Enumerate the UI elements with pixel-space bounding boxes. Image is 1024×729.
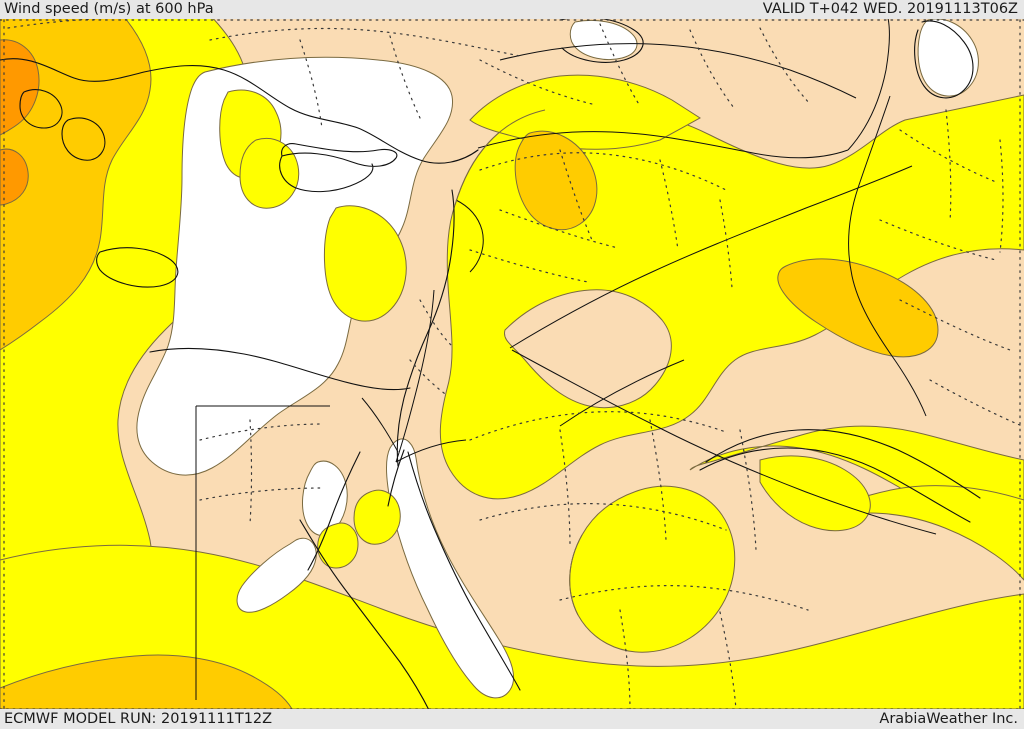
dotted-iraq-b xyxy=(499,209,619,249)
valid-time-label: VALID T+042 WED. 20191113T06Z xyxy=(762,1,1018,17)
border-turkey-east xyxy=(847,17,890,151)
dotted-iraq-f xyxy=(719,199,733,289)
dotted-iraq-a xyxy=(479,152,727,191)
coast-levant xyxy=(396,189,455,467)
dotted-iraq-e xyxy=(659,159,679,251)
dotted-turkey-g xyxy=(759,27,811,105)
yellow-patch-redsea-a xyxy=(353,489,401,545)
country-borders-solid xyxy=(195,17,937,700)
page-title: Wind speed (m/s) at 600 hPa xyxy=(4,1,214,17)
dotted-iran-c xyxy=(899,299,1011,351)
yellow-patch-levant-sea xyxy=(323,205,407,322)
white-mediterranean-pool xyxy=(136,56,454,476)
white-caspian xyxy=(917,18,979,97)
border-israel-jordan xyxy=(395,289,435,463)
border-jordan-saudi xyxy=(511,349,937,535)
contour-outline-layer xyxy=(454,109,583,616)
dotted-turkey-f xyxy=(689,29,735,109)
dotted-saudi-h xyxy=(719,611,737,711)
coast-aegean-islands xyxy=(19,89,63,129)
contour-edge-arabia xyxy=(569,534,583,616)
border-iraq-iran xyxy=(848,95,927,417)
dotted-egypt-b xyxy=(199,487,323,501)
coast-anatolia-south xyxy=(0,58,479,164)
white-red-sea-strip xyxy=(385,438,514,699)
yellow-east-arabia-wedge xyxy=(818,485,1024,581)
dotted-egypt-a xyxy=(199,423,325,441)
coastlines-layer xyxy=(0,16,981,713)
white-sinai xyxy=(302,460,348,537)
border-iraq-saudi xyxy=(559,359,685,427)
coast-aqaba xyxy=(387,449,405,507)
coast-aegean-island-b xyxy=(61,117,106,161)
contour-edge-iraq xyxy=(454,109,546,206)
dotted-turkey-c xyxy=(389,35,421,119)
dotted-turkey-e xyxy=(599,23,641,107)
band-golden-group xyxy=(0,11,939,710)
coast-crete xyxy=(96,247,179,288)
band-orange-group xyxy=(0,39,40,206)
coast-cyprus xyxy=(279,143,398,193)
dotted-saudi-e xyxy=(739,429,757,551)
dotted-levant-b xyxy=(409,359,449,397)
yellow-patch-redsea-b xyxy=(317,522,359,569)
dotted-saudi-b xyxy=(479,503,727,531)
white-suez-arm xyxy=(236,537,317,613)
orange-west-lower xyxy=(0,148,29,206)
yellow-north-syria xyxy=(469,74,701,150)
dotted-iran-a xyxy=(899,129,997,183)
dotted-iraq-d xyxy=(559,149,593,241)
border-jordan-saudi-short xyxy=(395,439,467,463)
dotted-iran-f xyxy=(929,379,1023,427)
dotted-saudi-d xyxy=(649,419,667,541)
band-white-group xyxy=(136,18,979,699)
golden-southwest-band xyxy=(0,654,293,710)
white-blacksea-sliver xyxy=(569,19,638,61)
peach-notch-mesopotamia xyxy=(503,289,672,409)
dotted-iran-b xyxy=(879,219,997,261)
model-run-label: ECMWF MODEL RUN: 20191111T12Z xyxy=(4,711,273,727)
dotted-turkey-d xyxy=(479,59,593,105)
provider-credit: ArabiaWeather Inc. xyxy=(879,711,1018,727)
golden-aegean xyxy=(0,11,152,351)
coast-persian-gulf xyxy=(699,447,971,523)
dotted-iran-e xyxy=(999,139,1004,253)
coast-egypt-north xyxy=(149,347,411,391)
dotted-saudi-a xyxy=(469,411,727,441)
coast-suez xyxy=(307,451,361,571)
dotted-turkey-b xyxy=(299,39,323,129)
footer-bar: ECMWF MODEL RUN: 20191111T12Z ArabiaWeat… xyxy=(0,709,1024,729)
border-egypt-israel xyxy=(361,397,399,453)
dotted-iraq-c xyxy=(469,249,589,283)
coast-redsea-east xyxy=(407,451,521,691)
yellow-patch-anatolia-s xyxy=(239,138,300,209)
yellow-gulf-finger-a xyxy=(759,455,871,532)
border-lebanon-syria xyxy=(455,199,484,273)
dotted-saudi-c xyxy=(559,429,571,549)
border-turkey-north xyxy=(499,43,857,99)
dotted-saudi-f xyxy=(559,585,809,611)
orange-aegean-core xyxy=(0,39,40,136)
golden-core-north-iraq xyxy=(514,130,598,231)
dotted-iran-d xyxy=(945,109,952,223)
dotted-saudi-g xyxy=(619,609,631,711)
border-turkey-south xyxy=(477,131,849,159)
admin-borders-dotted xyxy=(0,16,1024,711)
header-bar: Wind speed (m/s) at 600 hPa VALID T+042 … xyxy=(0,0,1024,19)
dotted-turkey-a xyxy=(209,27,521,57)
coast-persian-gulf-north xyxy=(705,429,981,499)
dotted-egypt-c xyxy=(249,419,253,525)
coast-caspian xyxy=(914,20,974,99)
golden-core-iran-jet xyxy=(777,258,939,358)
